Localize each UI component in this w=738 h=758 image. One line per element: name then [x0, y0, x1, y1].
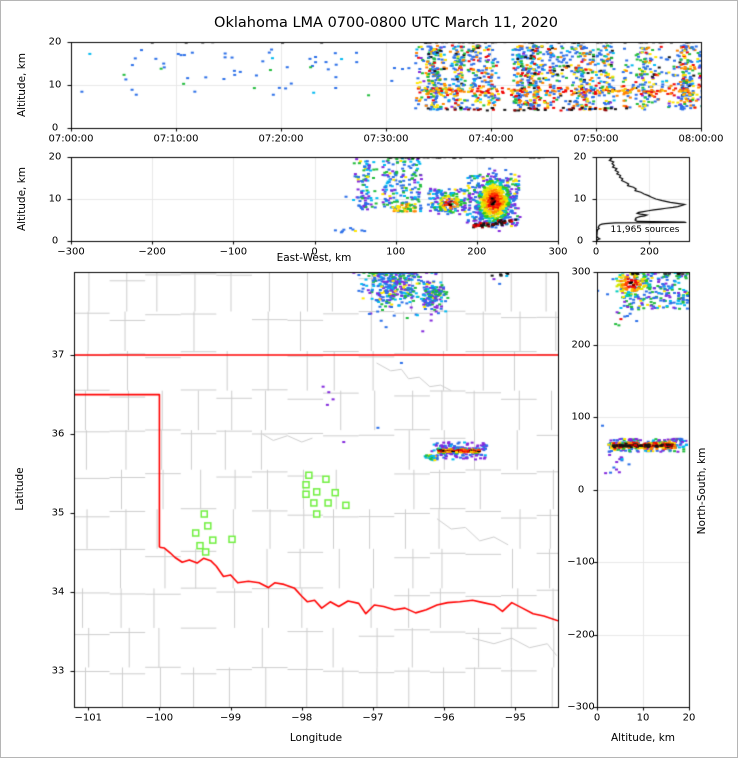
tick-label: 34: [51, 586, 65, 598]
axis-label-longitude: Longitude: [289, 732, 343, 744]
tick-label: 07:20:00: [258, 133, 304, 145]
axis-label-altitude-bottom: Altitude, km: [610, 732, 676, 744]
tick-label: −95: [504, 712, 526, 724]
plot-title: Oklahoma LMA 0700-0800 UTC March 11, 202…: [214, 15, 558, 31]
tick-label: −96: [433, 712, 455, 724]
axis-label-altitude-mid: Altitude, km: [16, 166, 28, 232]
tick-label: 20: [573, 151, 587, 163]
tick-label: 0: [51, 235, 59, 247]
tick-label: −200: [138, 246, 166, 258]
tick-label: −200: [567, 629, 595, 640]
tick-label: 300: [548, 246, 568, 258]
tick-label: 33: [51, 665, 65, 677]
tick-label: 200: [639, 246, 659, 258]
tick-label: 10: [48, 79, 62, 91]
tick-label: −99: [220, 712, 242, 724]
tick-label: 100: [386, 246, 406, 258]
tick-label: 200: [571, 339, 591, 350]
axis-label-latitude: Latitude: [14, 467, 26, 511]
tick-label: 35: [51, 507, 65, 519]
tick-label: −100: [567, 556, 595, 568]
tick-label: 36: [51, 428, 65, 440]
tick-label: 07:10:00: [153, 133, 199, 145]
tick-label: 37: [51, 349, 65, 361]
tick-label: 300: [571, 266, 591, 278]
axis-label-east-west: East-West, km: [276, 252, 352, 264]
tick-label: 0: [592, 246, 600, 258]
tick-label: 20: [48, 36, 62, 48]
tick-label: 10: [48, 193, 62, 205]
tick-label: 200: [467, 246, 487, 258]
tick-label: −100: [145, 712, 174, 724]
tick-label: 100: [571, 411, 591, 423]
tick-label: −100: [219, 246, 248, 258]
tick-label: 0: [311, 246, 318, 258]
tick-label: 10: [573, 193, 587, 205]
tick-label: 0: [577, 484, 585, 495]
tick-label: 07:40:00: [468, 133, 514, 145]
tick-label: −98: [291, 712, 313, 724]
tick-label: 07:30:00: [363, 133, 409, 145]
tick-label: 10: [636, 712, 650, 724]
source-count-annotation: 11,965 sources: [610, 225, 680, 235]
tick-label: 0: [593, 712, 601, 724]
tick-label: 07:00:00: [48, 133, 94, 145]
tick-label: 20: [48, 151, 62, 163]
tick-label: −101: [74, 712, 102, 724]
tick-label: −97: [362, 712, 384, 724]
tick-label: −300: [567, 701, 595, 713]
axis-label-north-south: North-South, km: [696, 447, 708, 535]
tick-label: 08:00:00: [678, 133, 724, 145]
tick-label: 20: [682, 712, 696, 724]
tick-label: 0: [51, 122, 59, 134]
axis-label-altitude-top: Altitude, km: [16, 52, 28, 118]
tick-label: 0: [576, 235, 584, 247]
tick-label: 07:50:00: [573, 133, 619, 145]
tick-label: −300: [57, 246, 85, 258]
